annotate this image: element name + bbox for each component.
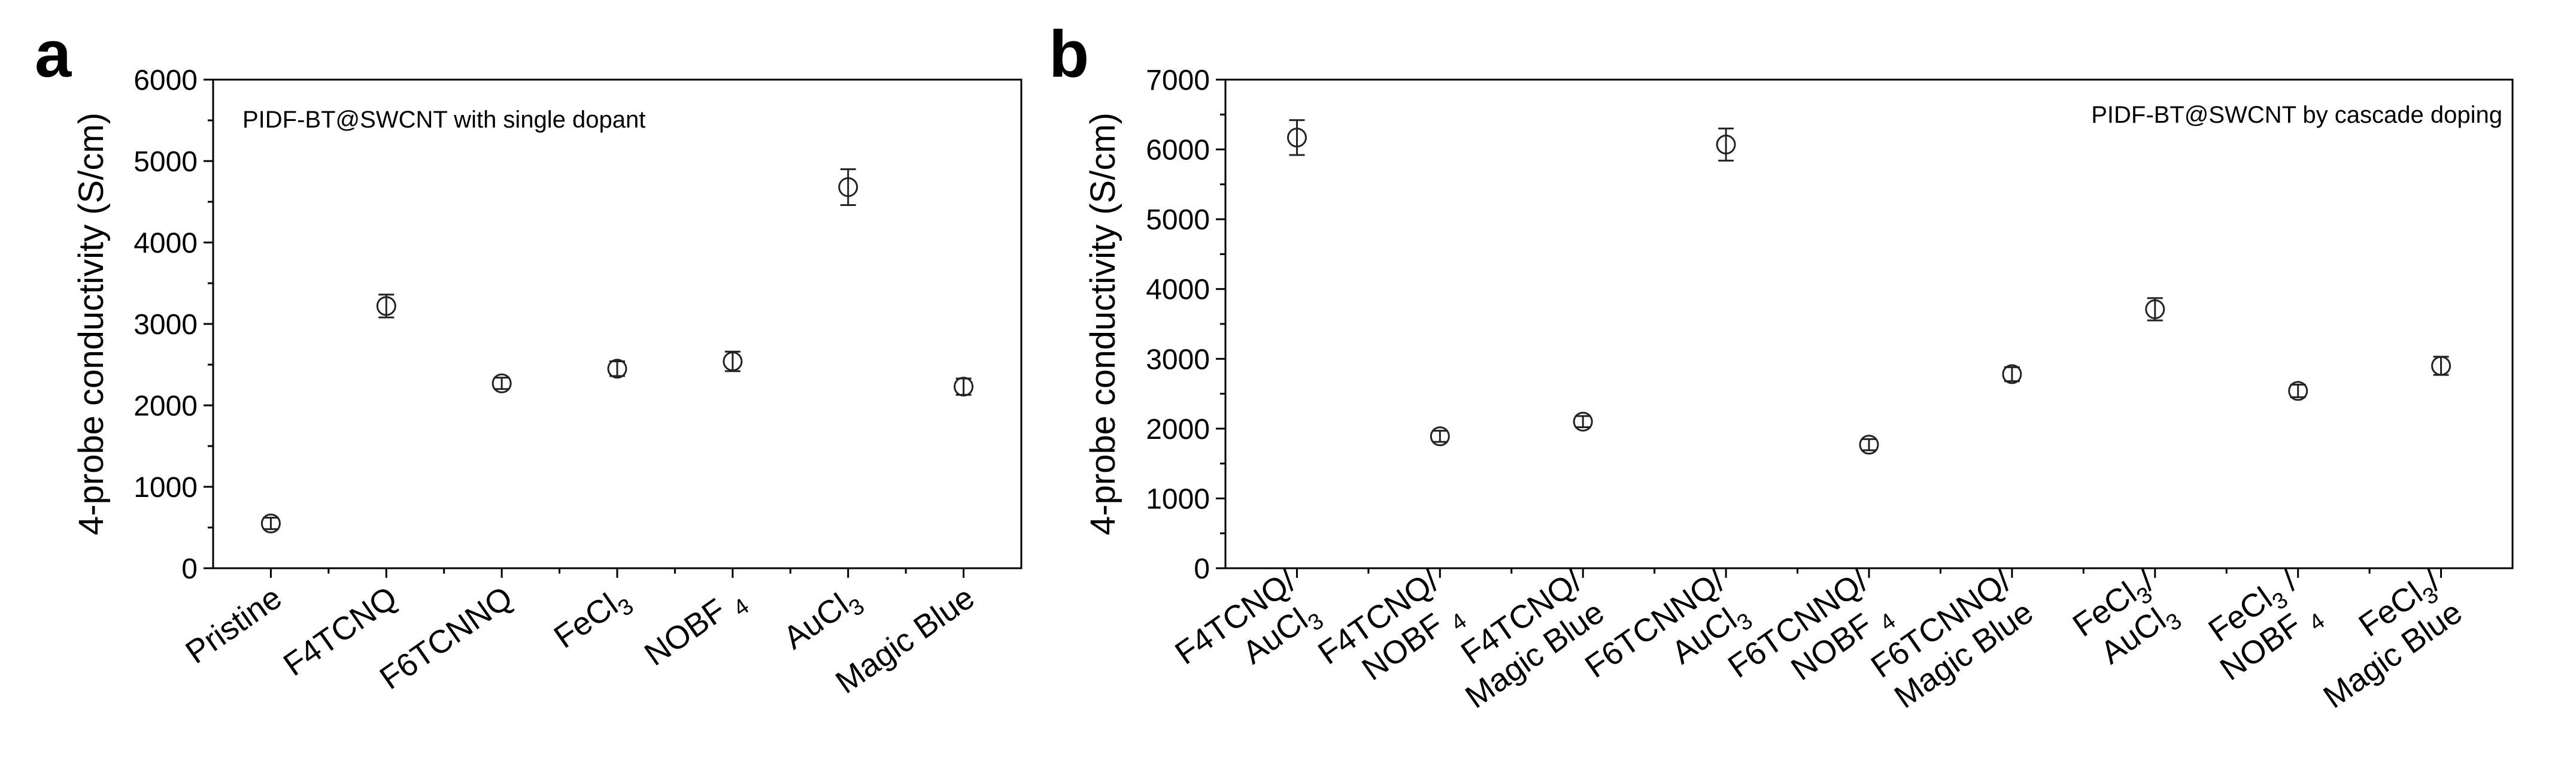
x-tick-label-text: NOBF xyxy=(638,587,740,673)
y-tick-label: 0 xyxy=(181,553,198,585)
y-tick-label: 0 xyxy=(1194,553,1210,585)
panel-a-points xyxy=(260,168,974,534)
panel-b-chart: b PIDF-BT@SWCNT by cascade doping 4-prob… xyxy=(1049,17,2514,716)
panel-a-y-axis-label: 4-probe conductivity (S/cm) xyxy=(72,113,111,535)
data-point xyxy=(1573,411,1593,432)
data-point-marker xyxy=(954,377,974,397)
y-tick-label: 6000 xyxy=(133,65,198,96)
x-tick-label: FeCl3/AuCl3 xyxy=(2067,563,2186,671)
y-tick-label: 1000 xyxy=(133,472,198,504)
x-tick-label: FeCl3 /NOBF 4 xyxy=(2202,563,2329,687)
data-point xyxy=(1716,128,1736,162)
panel-a-label: a xyxy=(35,17,72,91)
x-tick-label-text: FeCl xyxy=(548,587,624,656)
panel-b-annotation: PIDF-BT@SWCNT by cascade doping xyxy=(2091,102,2502,128)
data-point-marker xyxy=(260,513,281,534)
panel-a-annotation: PIDF-BT@SWCNT with single dopant xyxy=(242,107,645,133)
data-point xyxy=(260,513,281,534)
y-tick-label: 6000 xyxy=(1146,135,1210,166)
data-point-marker xyxy=(2002,364,2022,384)
x-tick-label: AuCl3 xyxy=(777,580,869,662)
y-tick-label: 2000 xyxy=(1146,414,1210,445)
data-point xyxy=(1859,435,1879,455)
data-point xyxy=(1287,119,1307,156)
panel-b-points xyxy=(1287,119,2451,455)
x-tick-label: F6TCNNQ/NOBF 4 xyxy=(1722,563,1901,687)
data-point xyxy=(954,377,974,397)
x-tick-label-text: AuCl xyxy=(777,587,855,656)
data-point-marker xyxy=(2288,381,2308,401)
data-point-marker xyxy=(1573,411,1593,432)
x-tick-label: Pristine xyxy=(179,580,288,671)
x-tick-label: FeCl3 xyxy=(548,580,638,661)
data-point xyxy=(376,293,396,319)
x-tick-label: F4TCNQ/AuCl3 xyxy=(1169,563,1328,672)
panel-b-label: b xyxy=(1049,17,1089,91)
data-point xyxy=(2431,356,2451,376)
panel-b-y-ticks: 0 1000 2000 3000 4000 5000 6000 7000 xyxy=(1146,65,1225,585)
data-point xyxy=(838,168,858,206)
y-tick-label: 7000 xyxy=(1146,65,1210,96)
y-tick-label: 3000 xyxy=(133,309,198,341)
data-point xyxy=(2145,297,2165,322)
x-tick-label: F6TCNNQ/AuCl3 xyxy=(1579,563,1758,685)
data-point-marker xyxy=(607,359,627,379)
x-tick-label-text: AuCl3 xyxy=(777,580,869,662)
y-tick-label: 4000 xyxy=(133,228,198,259)
panel-a-y-ticks: 0 1000 2000 3000 4000 5000 6000 xyxy=(133,65,213,585)
data-point-marker xyxy=(1859,435,1879,455)
data-point-marker xyxy=(376,296,396,316)
data-point-marker xyxy=(1716,134,1736,154)
data-point-marker xyxy=(2145,299,2165,320)
panel-b-plot-frame xyxy=(1224,78,2514,569)
data-point xyxy=(723,350,743,372)
y-tick-label: 2000 xyxy=(133,390,198,422)
data-point-marker xyxy=(838,177,858,198)
data-point-marker xyxy=(1430,426,1450,447)
y-tick-label: 5000 xyxy=(133,146,198,178)
data-point-marker xyxy=(491,373,512,393)
data-point xyxy=(2002,364,2022,384)
y-tick-label: 5000 xyxy=(1146,204,1210,236)
y-tick-label: 3000 xyxy=(1146,344,1210,375)
data-point-marker xyxy=(1287,128,1307,148)
x-tick-label: FeCl3/Magic Blue xyxy=(2317,563,2468,716)
panel-a-chart: a PIDF-BT@SWCNT with single dopant 4-pro… xyxy=(35,17,1022,701)
data-point xyxy=(1430,426,1450,447)
x-tick-label-text: FeCl3 xyxy=(548,580,638,661)
x-tick-label: F4TCNQ/Magic Blue xyxy=(1455,563,1610,716)
data-point-marker xyxy=(723,351,743,372)
x-tick-label: F4TCNQ/NOBF 4 xyxy=(1312,563,1471,687)
x-tick-label-text: Pristine xyxy=(179,580,288,671)
y-tick-label: 1000 xyxy=(1146,483,1210,515)
panel-b-y-axis-label: 4-probe conductivity (S/cm) xyxy=(1084,113,1122,535)
x-tick-label-text: NOBF 4 xyxy=(638,580,754,678)
data-point xyxy=(607,359,627,379)
data-point xyxy=(491,373,512,393)
x-tick-label-text: Pristine xyxy=(179,580,288,671)
data-point-marker xyxy=(2431,356,2451,376)
y-tick-label: 4000 xyxy=(1146,274,1210,306)
panel-a-plot-frame xyxy=(212,78,1022,569)
x-tick-label: F6TCNNQ/Magic Blue xyxy=(1865,563,2040,716)
data-point xyxy=(2288,381,2308,401)
x-tick-label: NOBF 4 xyxy=(638,580,754,678)
